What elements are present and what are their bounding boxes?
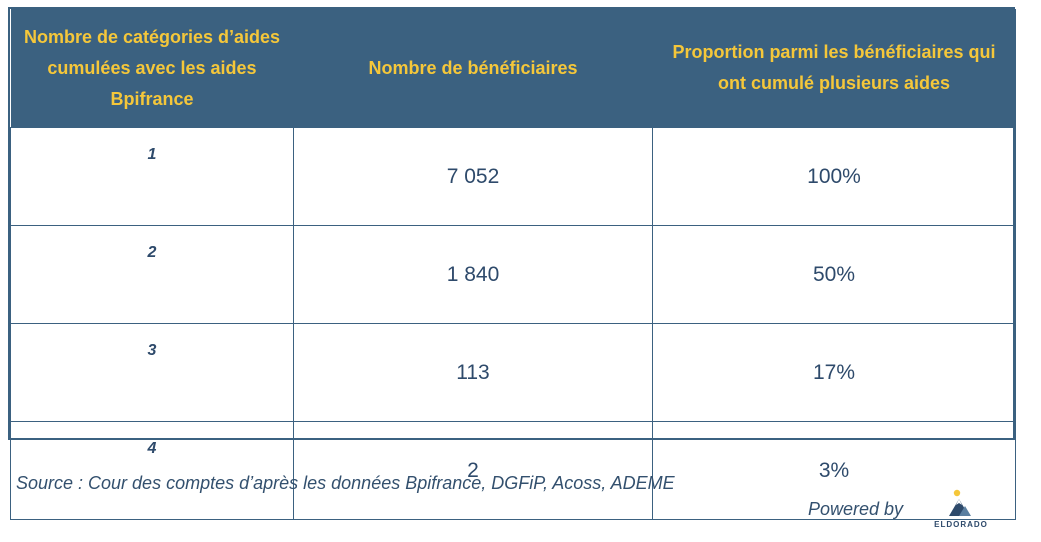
beneficiaries-table: Nombre de catégories d’aides cumulées av…	[10, 9, 1016, 520]
header-categories: Nombre de catégories d’aides cumulées av…	[10, 9, 294, 128]
data-table-container: Nombre de catégories d’aides cumulées av…	[8, 7, 1016, 520]
source-note: Source : Cour des comptes d’après les do…	[16, 473, 675, 493]
table-row: 3 113 17%	[10, 323, 1016, 422]
table-header-row: Nombre de catégories d’aides cumulées av…	[10, 9, 1016, 128]
table-row: 4 2 3%	[10, 421, 1016, 520]
cell-proportion: 50%	[652, 225, 1016, 324]
table-row: 1 7 052 100%	[10, 127, 1016, 226]
cell-categories: 2	[10, 225, 294, 324]
header-proportion: Proportion parmi les bénéficiaires qui o…	[652, 9, 1016, 128]
cell-beneficiaires: 1 840	[293, 225, 653, 324]
powered-by-label: Powered by	[808, 499, 904, 519]
cell-beneficiaires: 7 052	[293, 127, 653, 226]
cell-proportion: 3%	[652, 421, 1016, 520]
table-row: 2 1 840 50%	[10, 225, 1016, 324]
header-beneficiaires: Nombre de bénéficiaires	[293, 9, 653, 128]
cell-categories: 1	[10, 127, 294, 226]
cell-proportion: 17%	[652, 323, 1016, 422]
cell-categories: 3	[10, 323, 294, 422]
cell-proportion: 100%	[652, 127, 1016, 226]
eldorado-logo: ELDORADO	[928, 488, 994, 532]
cell-beneficiaires: 113	[293, 323, 653, 422]
cell-categories: 4	[10, 421, 294, 520]
cell-beneficiaires: 2	[293, 421, 653, 520]
logo-wordmark: ELDORADO	[934, 520, 988, 529]
mountain-logo-icon	[949, 489, 971, 516]
